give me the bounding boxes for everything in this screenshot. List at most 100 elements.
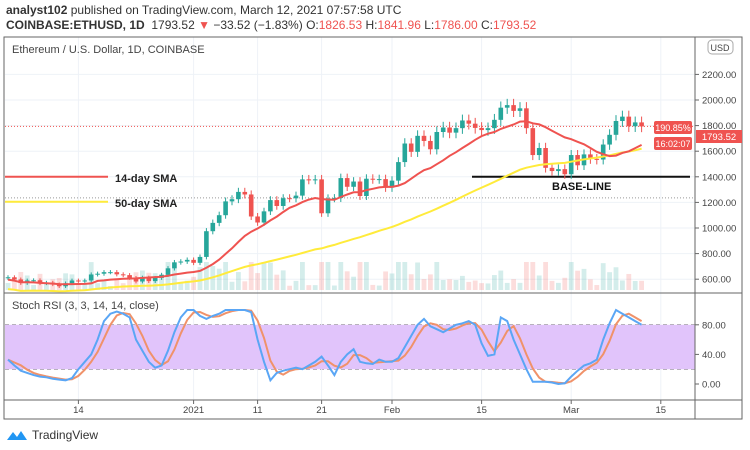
- volume-bar: [389, 273, 395, 290]
- candle: [184, 259, 190, 262]
- volume-bar: [428, 274, 433, 290]
- candle: [101, 272, 107, 274]
- volume-bar: [223, 262, 228, 290]
- candle: [594, 158, 600, 160]
- volume-bar: [280, 270, 286, 290]
- candle: [56, 284, 62, 287]
- volume-bar: [556, 282, 561, 290]
- time-tick-label: 11: [253, 405, 263, 416]
- volume-bar: [600, 263, 606, 290]
- candle: [261, 211, 267, 223]
- candle: [549, 167, 555, 172]
- candle: [370, 178, 376, 180]
- candle: [216, 215, 222, 223]
- volume-bar: [607, 272, 612, 290]
- candle: [536, 148, 542, 156]
- candle: [620, 116, 625, 121]
- candle: [280, 198, 286, 206]
- candle: [639, 122, 644, 127]
- candle: [82, 280, 88, 282]
- candle: [191, 259, 196, 263]
- o-label: O:: [306, 18, 319, 32]
- price-tick-label: 600.00: [702, 275, 731, 286]
- volume-bar: [524, 262, 529, 290]
- candle: [114, 272, 120, 275]
- volume-bar: [338, 262, 344, 290]
- candle: [5, 277, 11, 279]
- volume-bar: [613, 267, 619, 290]
- candle: [242, 191, 248, 195]
- candle: [178, 261, 184, 263]
- candle: [248, 194, 254, 217]
- volume-bar: [197, 267, 203, 290]
- sma50-line: [7, 147, 642, 293]
- countdown-badge: [654, 137, 692, 150]
- currency-button[interactable]: [707, 39, 734, 55]
- candle: [300, 179, 305, 196]
- volume-bar: [82, 283, 88, 290]
- candle: [236, 191, 241, 200]
- volume-bar: [344, 271, 350, 290]
- candle: [626, 116, 632, 127]
- publish-date: published on TradingView.com, March 12, …: [70, 3, 402, 17]
- candle: [421, 135, 427, 141]
- candle: [319, 179, 324, 214]
- volume-bar: [178, 283, 184, 290]
- chart-frame: [3, 36, 743, 420]
- volume-bar: [549, 280, 555, 290]
- candle: [37, 280, 43, 284]
- low-value: 1786.00: [434, 18, 478, 32]
- volume-bar: [620, 280, 625, 290]
- volume-bar: [268, 262, 273, 290]
- candle: [127, 275, 132, 278]
- candle: [511, 105, 516, 111]
- candle: [133, 277, 139, 282]
- candle: [472, 123, 478, 128]
- volume-bar: [408, 274, 414, 290]
- volume-bar: [434, 262, 440, 290]
- candle: [396, 162, 401, 181]
- down-arrow-icon: ▼: [198, 18, 210, 32]
- candle: [428, 140, 433, 150]
- volume-bar: [453, 279, 459, 290]
- candle: [95, 273, 100, 275]
- candle: [76, 280, 81, 282]
- volume-bar: [287, 285, 292, 290]
- volume-bar: [472, 280, 478, 290]
- price-tick-label: 2000.00: [702, 96, 736, 107]
- candle: [204, 231, 209, 257]
- candle: [287, 198, 292, 200]
- volume-bar: [447, 279, 452, 290]
- candle: [325, 198, 331, 214]
- candle: [440, 127, 446, 132]
- volume-bar: [594, 285, 600, 290]
- volume-bar: [460, 275, 465, 290]
- author: analyst102: [6, 3, 68, 17]
- volume-bar: [255, 273, 260, 290]
- volume-bar: [588, 279, 593, 290]
- candle: [556, 169, 561, 172]
- brand-name: TradingView: [32, 428, 99, 442]
- volume-bar: [300, 262, 305, 290]
- time-tick-label: 21: [316, 405, 327, 416]
- pct-badge: [654, 121, 692, 134]
- time-tick-label: 14: [73, 405, 84, 416]
- price-tick-label: 2200.00: [702, 70, 736, 81]
- time-tick-label: 15: [656, 405, 667, 416]
- candle: [229, 199, 235, 202]
- bar-countdown: 16:02:07: [655, 139, 690, 149]
- price-tick-label: 1600.00: [702, 147, 736, 158]
- volume-bar: [293, 280, 299, 290]
- candle: [293, 195, 299, 199]
- volume-bar: [184, 280, 190, 290]
- candle: [140, 277, 145, 282]
- candle: [408, 143, 414, 152]
- tradingview-logo[interactable]: TradingView: [6, 428, 98, 442]
- volume-bar: [562, 277, 568, 290]
- time-tick-label: Mar: [563, 405, 579, 416]
- candle: [562, 169, 568, 175]
- volume-bar: [95, 283, 100, 290]
- candle: [120, 274, 126, 276]
- volume-bar: [261, 262, 267, 290]
